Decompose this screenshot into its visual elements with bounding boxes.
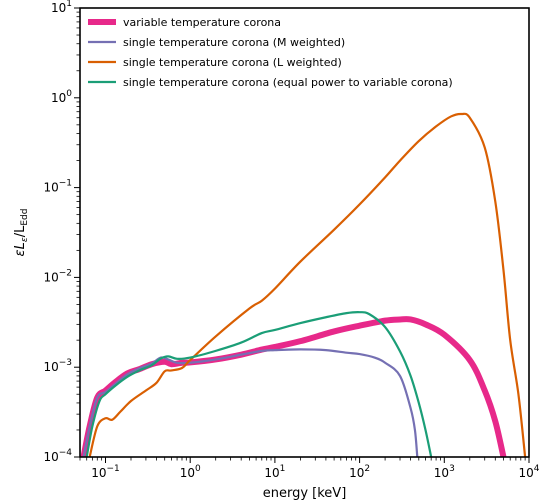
y-axis-label: εLε/LEdd — [13, 209, 30, 257]
legend: variable temperature corona single temper… — [88, 16, 453, 89]
x-axis-label: energy [keV] — [263, 486, 347, 501]
y-tick-label: 10−2 — [43, 268, 72, 284]
y-axis-label-denom: /L — [13, 225, 28, 237]
series-line-single-l — [88, 112, 527, 457]
y-tick-label: 10−1 — [43, 179, 72, 195]
x-tick-label: 103 — [434, 464, 455, 480]
y-tick-label: 101 — [51, 0, 72, 15]
plot-frame — [79, 7, 530, 458]
series-layer — [80, 112, 527, 457]
legend-label-single-m: single temperature corona (M weighted) — [123, 36, 345, 49]
y-tick-label: 10−3 — [43, 358, 72, 374]
y-axis-label-main-sub: ε — [20, 237, 30, 242]
x-tick-label: 104 — [518, 464, 539, 480]
legend-label-variable: variable temperature corona — [123, 16, 281, 29]
x-tick-label: 100 — [180, 464, 201, 480]
x-tick-label: 10−1 — [91, 464, 120, 480]
legend-label-single-l: single temperature corona (L weighted) — [123, 56, 342, 69]
legend-label-single-equal: single temperature corona (equal power t… — [123, 76, 453, 89]
series-line-single-equal — [85, 311, 433, 457]
y-tick-label: 10−4 — [43, 448, 72, 464]
y-tick-label: 100 — [51, 89, 72, 105]
series-line-single-m — [82, 348, 419, 457]
x-tick-label: 102 — [349, 464, 370, 480]
y-axis-label-main: εL — [13, 242, 28, 256]
ticks-layer: 10−1 100 101 102 103 104 10−4 10−3 10−2 10−1 100 10… — [43, 0, 539, 480]
x-tick-label: 101 — [264, 464, 285, 480]
y-axis-label-denom-sub: Edd — [20, 209, 30, 226]
